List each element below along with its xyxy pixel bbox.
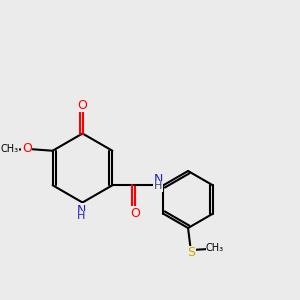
Text: H: H	[154, 181, 162, 191]
Text: O: O	[22, 142, 32, 154]
Text: N: N	[153, 173, 163, 186]
Text: O: O	[78, 99, 87, 112]
Text: S: S	[188, 246, 195, 260]
Text: N: N	[76, 203, 86, 217]
Text: CH₃: CH₃	[1, 144, 19, 154]
Text: O: O	[130, 207, 140, 220]
Text: H: H	[77, 211, 85, 221]
Text: CH₃: CH₃	[206, 243, 224, 254]
